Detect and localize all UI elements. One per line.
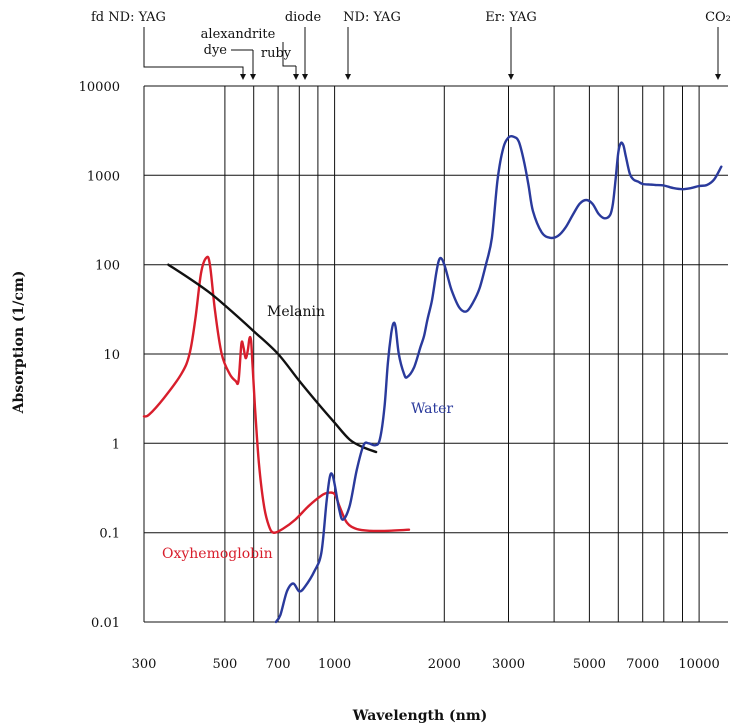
y-tick-label: 10000 [79, 80, 120, 95]
y-tick-label: 100 [95, 259, 120, 274]
alexandrite-label: alexandrite [201, 27, 276, 42]
tick-labels: 300 500 700 1000 2000 3000 5000 7000 10000 10000 1… [79, 80, 720, 672]
x-tick-label: 300 [132, 657, 157, 672]
dye-label: dye [204, 43, 228, 58]
y-tick-label: 1 [112, 437, 120, 452]
x-tick-label: 500 [212, 657, 237, 672]
oxyhemoglobin-label: Oxyhemoglobin [162, 546, 273, 562]
x-tick-label: 7000 [626, 657, 659, 672]
er-yag-label: Er: YAG [485, 10, 537, 25]
alexandrite-arrowhead [293, 74, 299, 80]
diode-arrowhead [302, 74, 308, 80]
fd-nd-yag-arrowhead [240, 74, 246, 80]
x-tick-label: 10000 [678, 657, 719, 672]
fd-nd-yag-label: fd ND: YAG [91, 10, 166, 25]
dye-arrowhead [250, 74, 256, 80]
x-tick-label: 3000 [492, 657, 525, 672]
y-tick-label: 0.01 [91, 616, 120, 631]
y-tick-label: 0.1 [99, 527, 120, 542]
co2-arrowhead [715, 74, 721, 80]
ruby-label: ruby [261, 46, 292, 61]
er-yag-arrowhead [508, 74, 514, 80]
y-axis-title: Absorption (1/cm) [11, 271, 27, 415]
x-tick-label: 2000 [428, 657, 461, 672]
x-tick-label: 1000 [318, 657, 351, 672]
series-lines [142, 135, 723, 624]
melanin-curve [167, 263, 378, 454]
alexandrite-leader [282, 42, 296, 67]
nd-yag-arrowhead [345, 74, 351, 80]
oxyhemoglobin-curve [142, 255, 411, 534]
water-curve [274, 135, 723, 624]
water-label: Water [411, 401, 453, 417]
grid-lines [143, 85, 728, 623]
co2-label: CO₂ [705, 10, 731, 25]
melanin-label: Melanin [267, 304, 325, 320]
x-tick-label: 700 [266, 657, 291, 672]
y-tick-label: 1000 [87, 169, 120, 184]
x-axis-title: Wavelength (nm) [352, 708, 488, 724]
series-labels: Melanin Water Oxyhemoglobin [162, 304, 453, 562]
x-tick-label: 5000 [573, 657, 606, 672]
y-tick-label: 10 [103, 348, 120, 363]
diode-label: diode [285, 10, 322, 25]
nd-yag-label: ND: YAG [343, 10, 401, 25]
